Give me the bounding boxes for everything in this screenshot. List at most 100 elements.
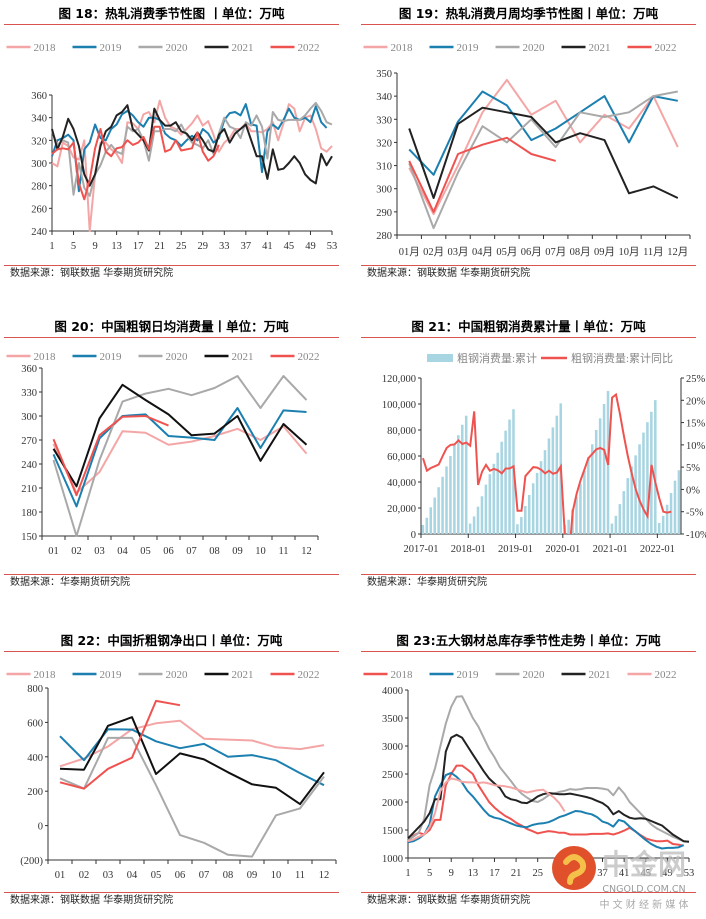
bar — [460, 424, 464, 534]
bar — [504, 430, 507, 534]
chart-title: 图 22：中国折粗钢净出口丨单位：万吨 — [60, 633, 283, 648]
legend: 2018 2019 2020 2021 2022 — [363, 669, 677, 681]
legend-label: 2019 — [100, 669, 123, 681]
series-line-2021 — [51, 104, 333, 187]
x-tick-label: 06 — [175, 870, 186, 881]
chart-title: 图 19：热轧消费月周均季节性图丨单位：万吨 — [398, 6, 659, 21]
legend-label: 2019 — [100, 351, 123, 363]
y-tick-label: 320 — [31, 136, 47, 147]
divider — [361, 265, 696, 266]
y-tick-label: 100,000 — [382, 400, 416, 411]
series-line-2018 — [407, 764, 684, 847]
bar — [457, 435, 460, 534]
bar — [425, 517, 429, 534]
y-tick-label: 400 — [27, 753, 43, 764]
panel-fig20: 图 20：中国粗钢日均消费量丨单位：万吨 2018 2019 2020 2021 202… — [0, 317, 343, 591]
y2-tick-label: 5% — [686, 463, 700, 474]
x-tick-label: 03月 — [448, 246, 469, 258]
x-tick-label: 9 — [92, 241, 97, 252]
bar — [598, 418, 602, 534]
legend-label: 2018 — [391, 669, 414, 681]
watermark-domain: CNGOLD.COM.CN — [602, 884, 685, 895]
bar — [531, 483, 535, 534]
watermark-slogan: 中 文 财 经 新 媒 体 — [599, 898, 688, 911]
series-line-2019 — [407, 771, 684, 850]
y2-tick-label: -5% — [686, 508, 704, 519]
panel-fig23: 图 23:五大钢材总库存季节性走势丨单位：万吨 2018 2019 2020 2021… — [357, 631, 700, 909]
x-tick-label: 07 — [186, 546, 197, 557]
x-tick-label: 04月 — [472, 246, 493, 258]
legend: 2018 2019 2020 2021 2022 — [6, 42, 320, 54]
y2-tick-label: 10% — [686, 441, 706, 452]
legend-label: 粗钢消费量:累计 — [457, 351, 537, 365]
y2-tick-label: 15% — [686, 419, 706, 430]
chart-fig20: 2018 2019 2020 2021 2022 150 180 210 240 270 300 33… — [6, 351, 320, 557]
chart-fig22: 2018 2019 2020 2021 2022 (200) 0 200 400 600 800 01… — [6, 669, 337, 881]
legend-label: 2022 — [298, 42, 320, 54]
x-tick-label: 10 — [271, 870, 282, 881]
bar — [634, 455, 637, 534]
y-tick-label: 2500 — [382, 770, 403, 781]
x-tick-label: 11 — [278, 546, 288, 557]
x-tick-label: 03 — [103, 870, 114, 881]
bar — [555, 415, 559, 534]
y-tick-label: 200 — [27, 787, 43, 798]
x-tick-label: 11月 — [643, 246, 664, 258]
y-tick-label: 20,000 — [387, 504, 416, 515]
x-tick-label: 08 — [209, 546, 220, 557]
x-tick-label: 2017-01 — [404, 544, 439, 555]
bar — [508, 419, 511, 534]
y-tick-label: 1500 — [382, 826, 403, 837]
legend-label: 2019 — [457, 42, 480, 54]
x-tick-label: 09月 — [594, 246, 615, 258]
legend-label: 2021 — [232, 351, 254, 363]
x-tick-label: 1 — [405, 868, 410, 879]
y-tick-label: 120,000 — [382, 374, 416, 385]
axes: 0 20,000 40,000 60,000 80,000 100,000 120,000 -… — [382, 374, 706, 555]
series-line-2022 — [51, 125, 220, 201]
divider — [4, 337, 339, 338]
y-tick-label: 290 — [376, 208, 392, 219]
x-tick-label: 25 — [176, 241, 187, 252]
legend-label: 2018 — [391, 42, 414, 54]
x-tick-label: 10 — [255, 546, 266, 557]
divider — [4, 24, 339, 25]
x-tick-label: 01 — [55, 870, 66, 881]
legend-label: 2020 — [166, 42, 189, 54]
y-tick-label: 280 — [31, 182, 47, 193]
x-tick-label: 01 — [48, 546, 59, 557]
x-tick-label: 2021-01 — [593, 544, 628, 555]
chart-fig18: 2018 2019 2020 2021 2022 240 260 280 300 320 340 36… — [6, 42, 337, 252]
divider — [361, 337, 696, 338]
legend: 2018 2019 2020 2021 2022 — [363, 42, 677, 54]
x-tick-label: 37 — [597, 868, 608, 879]
bar — [654, 400, 657, 534]
bar — [488, 474, 492, 534]
x-tick-label: 03 — [94, 546, 105, 557]
x-tick-label: 01月 — [399, 246, 420, 258]
x-tick-label: 05 — [140, 546, 151, 557]
y-tick-label: 260 — [31, 204, 47, 215]
legend-label: 2020 — [523, 42, 546, 54]
bar — [618, 504, 622, 534]
legend-swatch — [427, 354, 453, 362]
y-tick-label: 330 — [376, 115, 392, 126]
bar — [622, 491, 626, 534]
legend-label: 2020 — [166, 351, 189, 363]
series-line-yoy — [422, 392, 672, 534]
y-tick-label: 800 — [27, 684, 43, 695]
axes: 280 290 300 310 320 330 340 350 01月 02月 03月 04月 05月 0… — [376, 69, 691, 258]
series-line-2022 — [59, 699, 181, 790]
x-tick-label: 17 — [133, 241, 144, 252]
series-line-2018 — [59, 719, 325, 768]
bar — [583, 470, 586, 534]
source-note: 数据来源：钢联数据 华泰期货研究院 — [10, 268, 174, 279]
panel-fig18: 图 18：热轧消费季节性图 丨单位：万吨 2018 2019 2020 2021 202… — [0, 4, 343, 282]
x-tick-label: 08月 — [570, 246, 591, 258]
x-tick-label: 08 — [223, 870, 234, 881]
y-tick-label: 80,000 — [387, 426, 416, 437]
divider — [4, 651, 339, 652]
bar — [527, 495, 531, 534]
x-tick-label: 06 — [163, 546, 174, 557]
x-tick-label: 02 — [71, 546, 82, 557]
